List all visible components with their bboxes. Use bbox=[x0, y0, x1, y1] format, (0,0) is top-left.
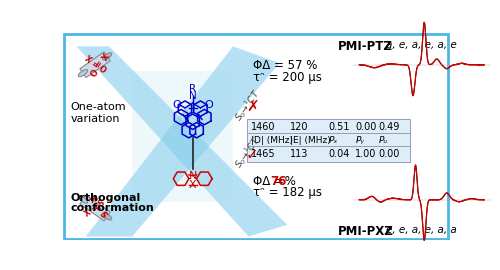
Ellipse shape bbox=[102, 53, 112, 60]
Text: O: O bbox=[204, 100, 214, 110]
Text: e, e, a, e, a, a: e, e, a, e, a, a bbox=[386, 225, 457, 235]
Text: 0.51: 0.51 bbox=[328, 123, 350, 133]
Text: τᵔ = 200 μs: τᵔ = 200 μs bbox=[253, 71, 322, 84]
Polygon shape bbox=[76, 46, 287, 237]
Text: X = O: X = O bbox=[82, 54, 108, 75]
Text: PMI-PXZ: PMI-PXZ bbox=[338, 225, 394, 238]
Text: $S_0$→$^1$CT: $S_0$→$^1$CT bbox=[232, 133, 264, 171]
Text: N: N bbox=[189, 91, 196, 101]
Text: 120: 120 bbox=[290, 123, 308, 133]
Text: a, e, a, e, a, e: a, e, a, e, a, e bbox=[386, 40, 457, 50]
Polygon shape bbox=[80, 52, 110, 77]
Text: One-atom
variation: One-atom variation bbox=[70, 102, 126, 124]
Text: 113: 113 bbox=[290, 149, 308, 160]
Text: %: % bbox=[281, 175, 296, 188]
Text: conformation: conformation bbox=[70, 203, 154, 213]
Text: Orthogonal: Orthogonal bbox=[70, 193, 140, 203]
Ellipse shape bbox=[102, 213, 112, 220]
Text: Pᵤ: Pᵤ bbox=[378, 136, 388, 144]
Text: τᵔ = 182 μs: τᵔ = 182 μs bbox=[253, 186, 322, 200]
Text: ✓: ✓ bbox=[246, 147, 259, 161]
Bar bbox=[247, 119, 410, 162]
Text: R: R bbox=[189, 84, 196, 94]
Text: O: O bbox=[172, 100, 181, 110]
Text: 0.00: 0.00 bbox=[378, 149, 400, 160]
Text: X = O: X = O bbox=[86, 50, 108, 76]
Text: |E| (MHz): |E| (MHz) bbox=[290, 136, 331, 144]
Text: 0.00: 0.00 bbox=[356, 123, 377, 133]
Text: Pᵧ: Pᵧ bbox=[356, 136, 364, 144]
Text: $S_0$→$^1$CT: $S_0$→$^1$CT bbox=[232, 87, 264, 124]
Polygon shape bbox=[132, 71, 233, 202]
Text: 1460: 1460 bbox=[251, 123, 276, 133]
Text: 76: 76 bbox=[270, 175, 286, 188]
Text: 1.00: 1.00 bbox=[356, 149, 377, 160]
Ellipse shape bbox=[78, 70, 88, 77]
Text: X = S: X = S bbox=[83, 198, 107, 218]
Text: X = S: X = S bbox=[86, 194, 108, 219]
Ellipse shape bbox=[78, 196, 88, 203]
Text: ✗: ✗ bbox=[246, 100, 259, 114]
Text: PMI-PTZ: PMI-PTZ bbox=[338, 40, 392, 53]
Text: 0.49: 0.49 bbox=[378, 123, 400, 133]
Text: X: X bbox=[189, 180, 196, 190]
Text: 1465: 1465 bbox=[251, 149, 276, 160]
Polygon shape bbox=[86, 46, 280, 237]
Text: 0.04: 0.04 bbox=[328, 149, 349, 160]
Text: ΦΔ = 57 %: ΦΔ = 57 % bbox=[253, 59, 318, 72]
Polygon shape bbox=[80, 195, 110, 221]
Text: Pₓ: Pₓ bbox=[328, 136, 338, 144]
Text: |D| (MHz): |D| (MHz) bbox=[251, 136, 293, 144]
Text: N: N bbox=[188, 171, 197, 181]
Text: ΦΔ =: ΦΔ = bbox=[253, 175, 288, 188]
